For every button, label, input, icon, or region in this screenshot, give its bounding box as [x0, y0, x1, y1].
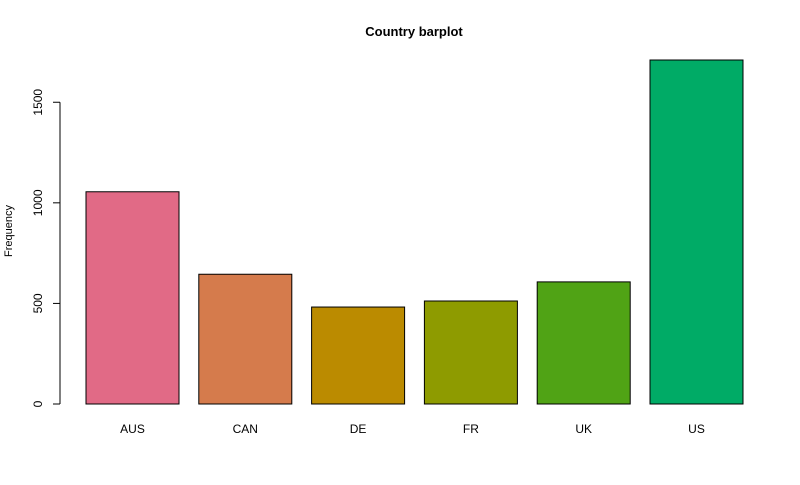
y-tick-label: 500 — [31, 293, 45, 313]
x-tick-label-can: CAN — [233, 422, 258, 436]
y-axis: 0 500 1000 1500 — [31, 89, 61, 407]
bar-aus — [85, 191, 180, 405]
bar-us — [649, 59, 744, 405]
x-axis-labels: AUS CAN DE FR UK US — [120, 422, 705, 436]
bars-group — [85, 59, 744, 405]
bar-can — [198, 273, 293, 405]
y-tick-label: 1500 — [31, 89, 45, 116]
y-tick-label: 0 — [31, 400, 45, 407]
bar-de — [311, 306, 406, 405]
x-tick-label-aus: AUS — [120, 422, 145, 436]
x-tick-label-fr: FR — [463, 422, 479, 436]
x-tick-label-de: DE — [350, 422, 367, 436]
y-axis-label: Frequency — [3, 205, 15, 257]
y-tick-label: 1000 — [31, 189, 45, 216]
bar-fr — [423, 300, 518, 405]
x-tick-label-uk: UK — [575, 422, 592, 436]
bar-uk — [536, 281, 631, 405]
x-tick-label-us: US — [688, 422, 705, 436]
chart-title: Country barplot — [365, 24, 463, 39]
